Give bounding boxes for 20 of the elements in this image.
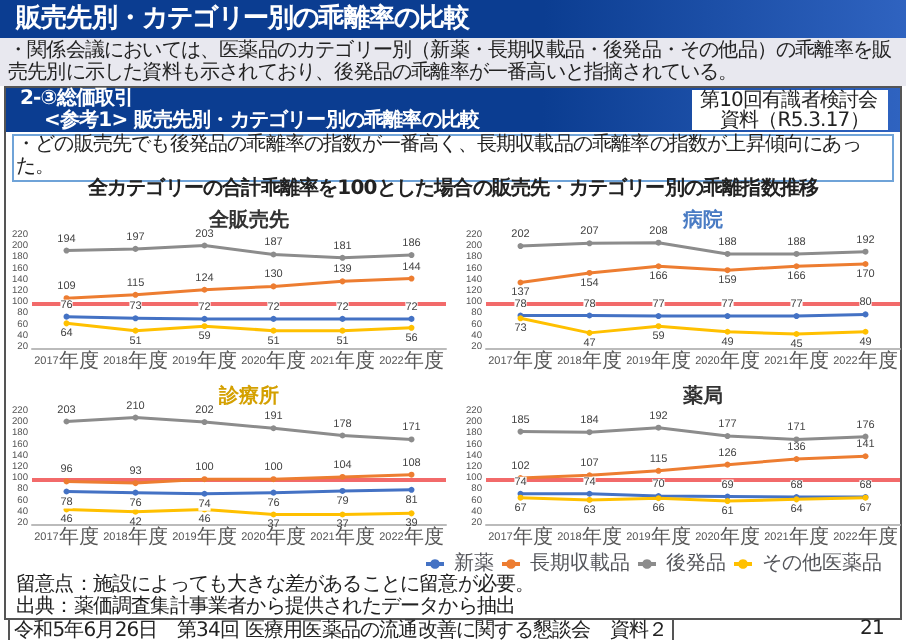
chart-title: 薬局 bbox=[681, 384, 723, 408]
text: 留意点：施設によっても大きな差があることに留意が必要。 bbox=[16, 574, 535, 596]
text: 資料（R5.3.17） bbox=[720, 110, 869, 132]
text: 第10回有識者検討会 bbox=[700, 90, 878, 112]
text: <参考1> 販売先別・カテゴリー別の乖離率の比較 bbox=[44, 110, 480, 132]
text: 令和5年6月26日 第34回 医療用医薬品の流通改善に関する懇談会 資料２ bbox=[8, 618, 674, 640]
text: ・どの販売先でも後発品の乖離率の指数が一番高く、長期収載品の乖離率の指数が上昇傾向にあった。 bbox=[16, 134, 888, 178]
text: ・関係会議においては、医薬品のカテゴリー別（新薬・長期収載品・後発品・その他品）の乖離率を販売先別に示した資料も示されており、後発品の乖離率が一番高いと指摘されている。 bbox=[8, 40, 894, 84]
legend-label: 新薬 bbox=[454, 551, 494, 575]
legend-label: 後発品 bbox=[666, 551, 726, 575]
chart-title: 診療所 bbox=[217, 384, 279, 408]
chart-title: 病院 bbox=[681, 208, 723, 232]
text: 2-③総価取引 bbox=[20, 88, 134, 110]
legend-label: 長期収載品 bbox=[530, 551, 630, 575]
text: 販売先別・カテゴリー別の乖離率の比較 bbox=[16, 4, 470, 34]
source-note: 出典：薬価調査集計事業者から提供されたデータから抽出 bbox=[16, 596, 516, 618]
text: 全カテゴリーの合計乖離率を100とした場合の販売先・カテゴリー別の乖離指数推移 bbox=[85, 178, 821, 200]
chart-title: 全販売先 bbox=[207, 208, 289, 232]
legend-label: その他医薬品 bbox=[762, 551, 882, 575]
text: 21 bbox=[860, 618, 884, 640]
